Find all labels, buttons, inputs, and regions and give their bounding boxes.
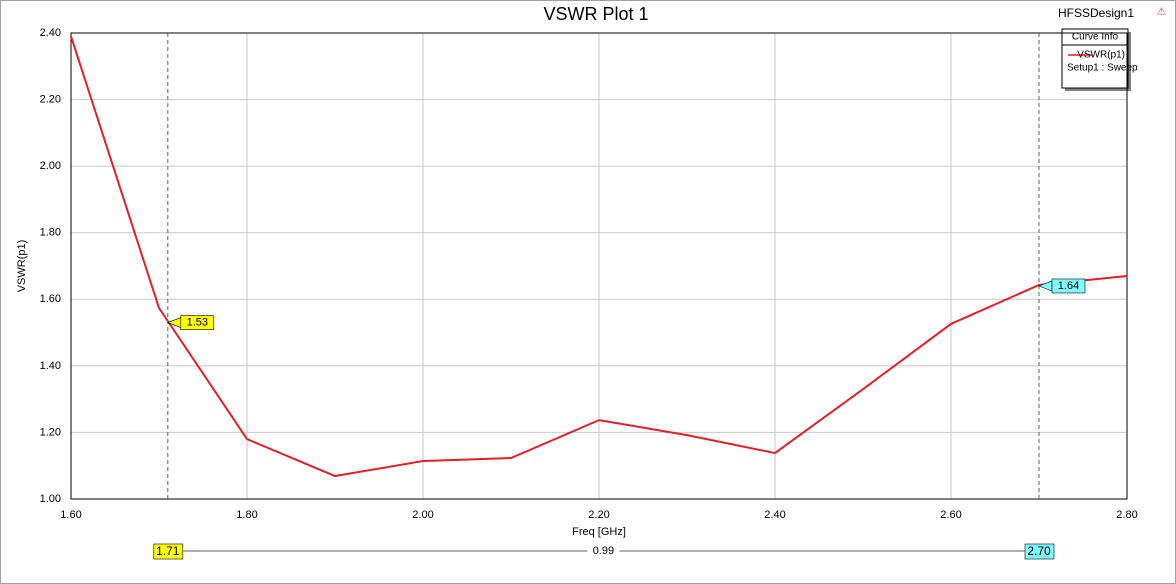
y-tick-label: 2.20 <box>40 93 61 105</box>
x-axis-label: Freq [GHz] <box>572 526 626 538</box>
y-tick-label: 1.40 <box>40 360 61 372</box>
y-tick-label: 2.00 <box>40 160 61 172</box>
x-tick-label: 2.20 <box>588 509 609 521</box>
y-tick-label: 1.60 <box>40 293 61 305</box>
x-tick-label: 2.00 <box>412 509 433 521</box>
marker-delta: 0.99 <box>593 545 614 557</box>
x-tick-label: 2.60 <box>940 509 961 521</box>
y-tick-label: 1.00 <box>40 493 61 505</box>
logo: ⚠ <box>1157 7 1166 18</box>
marker-value-label: 1.64 <box>1058 280 1079 292</box>
legend-label: VSWR(p1) <box>1077 50 1125 61</box>
marker-label-box <box>1051 278 1086 294</box>
y-tick-label: 2.40 <box>40 27 61 39</box>
x-tick-label: 1.80 <box>236 509 257 521</box>
marker-x-label: 1.71 <box>156 544 180 558</box>
y-axis-label: VSWR(p1) <box>16 240 28 293</box>
plot-border <box>70 32 1128 500</box>
series-line <box>70 36 1128 478</box>
design-name: HFSSDesign1 <box>1058 6 1134 20</box>
x-tick-label: 2.40 <box>764 509 785 521</box>
y-tick-label: 1.20 <box>40 426 61 438</box>
x-tick-label: 1.60 <box>60 509 81 521</box>
y-tick-label: 1.80 <box>40 227 61 239</box>
legend-box <box>1061 28 1129 89</box>
marker-x-label: 2.70 <box>1027 544 1051 558</box>
legend-title: Curve Info <box>1072 32 1119 43</box>
chart-title: VSWR Plot 1 <box>543 4 648 24</box>
marker-value-label: 1.53 <box>187 316 208 328</box>
legend-context: Setup1 : Sweep <box>1067 63 1138 74</box>
x-tick-label: 2.80 <box>1116 509 1137 521</box>
marker-label-box <box>180 315 215 330</box>
